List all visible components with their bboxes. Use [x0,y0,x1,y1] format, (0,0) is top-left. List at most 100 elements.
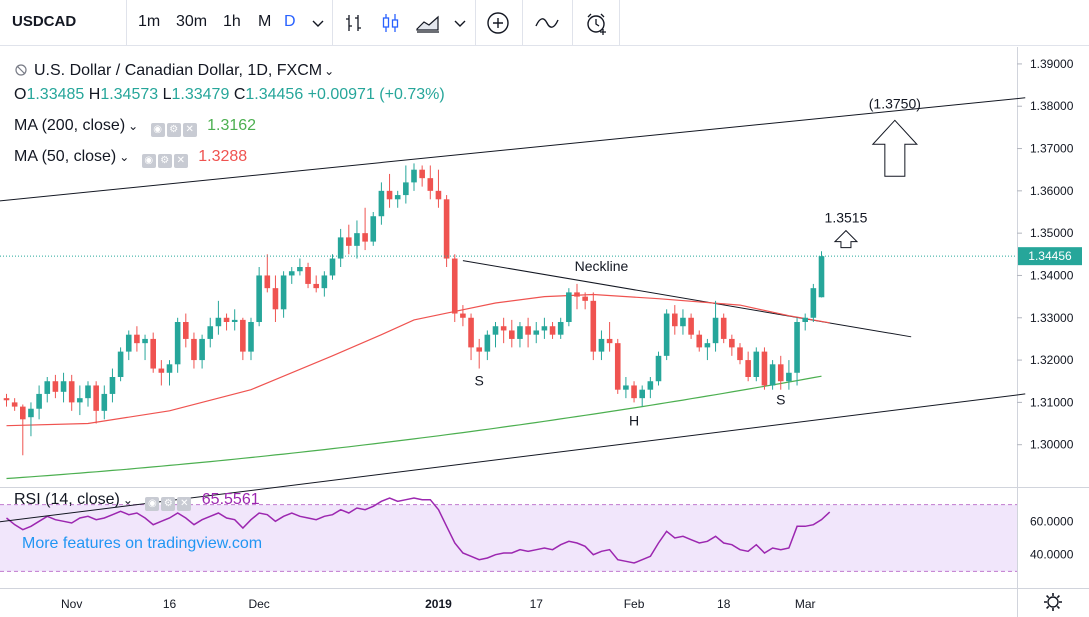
symbol-search-button[interactable]: USDCAD [12,13,77,30]
price-tick-label: 1.32000 [1030,353,1074,367]
indicators-icon[interactable] [533,9,561,37]
candle-body [598,338,605,352]
price-tick-label: 1.33000 [1030,311,1074,325]
gear-icon[interactable]: ⚙ [157,154,172,168]
chevron-down-icon[interactable]: ⌄ [122,493,133,507]
candle-body [386,190,393,200]
last-price-value: 1.34456 [1028,249,1072,263]
add-compare-icon[interactable] [484,9,512,37]
candle-body [36,393,42,409]
candle-body [256,275,262,322]
symbol-legend[interactable]: U.S. Dollar / Canadian Dollar, 1D, FXCM ⌄ [14,62,334,80]
chevron-down-icon[interactable]: ⌄ [119,150,130,164]
candle-body [753,351,760,377]
candle-body [655,355,662,382]
candles-icon[interactable] [377,9,405,37]
candle-body [68,381,75,403]
candle-body [590,300,597,352]
time-axis-label: 17 [530,597,544,611]
rsi-legend[interactable]: RSI (14, close) ⌄ ◉ ⚙ ✕ 65.5561 [14,491,260,511]
time-axis-label: Feb [624,597,645,611]
candle-body [101,393,108,411]
chart-annotation: 1.3515 [825,210,868,226]
gear-icon[interactable]: ⚙ [161,497,176,511]
candle-body [500,326,507,331]
chevron-down-icon[interactable]: ⌄ [324,64,335,78]
time-axis-label: Dec [248,597,269,611]
rsi-pane[interactable]: 60.0000 40.0000 [0,497,1074,572]
candle-body [794,322,800,373]
candle-body [52,381,59,392]
candle-body [476,347,482,352]
candle-body [549,326,556,335]
chevron-down-icon[interactable] [446,9,474,37]
candle-body [44,381,51,394]
candle-body [60,381,67,392]
bars-icon[interactable] [340,9,368,37]
eye-icon[interactable]: ◉ [150,123,165,137]
last-price-label: 1.34456 [1018,247,1082,266]
time-axis-label: Mar [795,597,816,611]
candle-body [704,343,711,348]
alert-icon[interactable] [583,9,611,37]
candle-body [492,326,499,335]
candle-body [297,267,303,272]
candle-body [566,292,572,322]
candle-body [631,385,637,399]
gear-icon[interactable]: ⚙ [166,123,181,137]
main-pane[interactable] [0,47,1017,487]
candle-body [362,233,368,242]
candle-body [248,322,254,352]
candle-body [606,338,613,344]
candle-body [672,313,678,327]
candle-body [786,372,792,382]
timeframe-1m-button[interactable]: 1m [138,13,161,30]
rsi-tick-label: 60.0000 [1030,514,1074,528]
candle-body [305,267,311,284]
chart-annotation: S [475,372,484,388]
eye-icon[interactable]: ◉ [145,497,160,511]
close-icon[interactable]: ✕ [173,154,188,168]
settings-gear-icon[interactable] [1044,593,1062,611]
candle-body [337,237,344,259]
candle-body [435,190,442,200]
candle-body [174,322,181,365]
tradingview-watermark-link[interactable]: More features on tradingview.com [22,535,263,552]
candle-body [761,351,768,386]
timeframe-day-button[interactable]: D [284,13,296,30]
high-label: H [88,86,101,103]
close-icon[interactable]: ✕ [177,497,192,511]
candle-body [574,292,580,297]
ma200-line [6,375,822,480]
eye-icon[interactable]: ◉ [141,154,156,168]
candle-body [777,364,784,382]
candle-body [329,258,336,276]
candle-body [207,326,214,339]
timeframe-month-button[interactable]: M [258,13,272,30]
candle-body [11,402,18,407]
open-value: 1.33485 [26,86,85,103]
eye-icon[interactable] [14,63,28,77]
low-label: L [162,86,172,103]
chevron-down-icon[interactable]: ⌄ [128,119,139,133]
close-label: C [233,86,246,103]
toolbar-divider [332,0,333,46]
ma50-legend[interactable]: MA (50, close) ⌄ ◉ ⚙ ✕ 1.3288 [14,148,247,168]
candle-body [818,256,825,298]
candle-body [451,258,458,314]
ma200-legend[interactable]: MA (200, close) ⌄ ◉ ⚙ ✕ 1.3162 [14,117,256,137]
close-icon[interactable]: ✕ [182,123,197,137]
candle-body [729,338,735,348]
timeframe-1h-button[interactable]: 1h [223,13,241,30]
area-icon[interactable] [414,9,442,37]
candle-body [28,408,34,418]
candle-body [427,178,434,191]
chevron-down-icon[interactable] [304,9,332,37]
candle-body [77,398,83,403]
price-tick-label: 1.34000 [1030,268,1074,282]
candle-body [419,169,425,179]
timeframe-30m-button[interactable]: 30m [176,13,208,30]
toolbar-divider [126,0,127,46]
candle-body [582,296,588,301]
